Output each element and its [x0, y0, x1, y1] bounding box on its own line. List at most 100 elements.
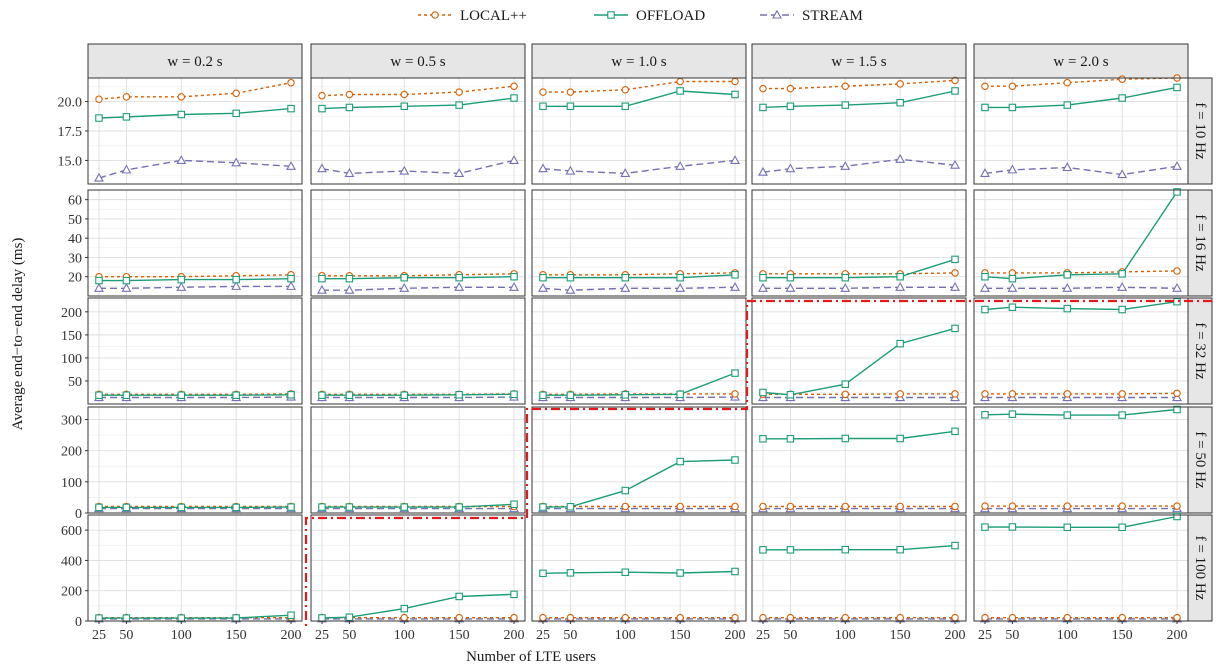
data-point-offload	[621, 391, 630, 399]
data-point-stream	[730, 281, 740, 291]
data-point-offload	[539, 391, 547, 399]
y-tick-label: 300	[61, 413, 82, 428]
data-point-local	[232, 89, 240, 98]
series-line-local	[543, 80, 735, 93]
panel-background	[532, 407, 746, 513]
data-point-stream	[1172, 282, 1182, 292]
data-point-offload	[455, 273, 463, 282]
data-point-offload	[676, 569, 684, 577]
panel-border	[973, 297, 1189, 405]
data-point-offload	[177, 275, 186, 284]
x-tick-label: 25	[978, 628, 992, 643]
data-point-offload	[177, 110, 186, 119]
data-point-offload	[951, 324, 959, 333]
data-point-offload	[1173, 512, 1181, 521]
data-point-local	[731, 613, 739, 622]
data-point-local	[1173, 389, 1181, 398]
row-strip-3: f = 32 Hz	[1187, 297, 1213, 405]
data-point-offload	[1118, 94, 1126, 102]
strip-background	[1187, 189, 1213, 297]
data-point-local	[981, 82, 989, 90]
data-point-stream	[785, 282, 796, 292]
data-point-offload	[676, 457, 684, 466]
data-point-offload	[287, 503, 295, 511]
strip-background	[87, 43, 303, 79]
series-line-stream	[98, 159, 292, 179]
data-point-offload	[566, 569, 575, 577]
panel-border	[87, 406, 303, 514]
data-point-offload	[981, 411, 989, 419]
col-strip-label: w = 0.2 s	[167, 54, 222, 70]
data-point-offload	[981, 523, 989, 531]
data-point-offload	[510, 500, 518, 509]
data-point-offload	[676, 273, 684, 282]
data-point-offload	[95, 614, 103, 622]
data-point-offload	[759, 435, 767, 443]
data-point-offload	[896, 434, 904, 443]
panel-r1-c1	[87, 77, 303, 185]
panel-background	[88, 515, 302, 621]
data-point-offload	[731, 456, 739, 464]
panel-background	[532, 515, 746, 621]
data-point-offload	[759, 546, 767, 554]
strip-background	[1187, 297, 1213, 405]
data-point-offload	[232, 503, 240, 512]
data-point-local	[1008, 613, 1017, 622]
data-point-offload	[981, 305, 989, 314]
data-point-stream	[344, 284, 355, 294]
data-point-stream	[895, 153, 906, 163]
panel-r2-c3	[531, 189, 747, 297]
data-point-local	[1118, 502, 1126, 510]
data-point-offload	[1008, 523, 1017, 531]
row-strip-label: f = 100 Hz	[1192, 536, 1208, 601]
data-point-stream	[1172, 161, 1182, 170]
data-point-local	[455, 613, 463, 622]
panel-r1-c4	[751, 76, 967, 185]
legend-item-stream: STREAM	[760, 8, 863, 24]
y-tick-label: 0	[75, 507, 82, 522]
data-point-offload	[1173, 83, 1181, 92]
data-point-local	[896, 80, 904, 88]
data-point-stream	[121, 164, 132, 174]
y-tick-label: 200	[61, 445, 82, 460]
series-line-local	[99, 274, 292, 278]
panel-r2-c1	[87, 189, 303, 297]
x-tick-label: 100	[394, 628, 415, 643]
data-point-local	[841, 613, 850, 622]
data-point-offload	[345, 503, 354, 511]
x-tick-label: 100	[835, 628, 856, 643]
series-line-local	[985, 392, 1178, 395]
y-tick-label: 0	[75, 615, 82, 630]
data-point-stream	[121, 282, 132, 292]
data-point-stream	[94, 172, 104, 182]
x-tick-label: 200	[1167, 628, 1188, 643]
data-point-offload	[232, 109, 240, 118]
data-point-local	[759, 502, 767, 511]
series-line-local	[985, 77, 1178, 87]
data-point-offload	[318, 104, 326, 113]
legend-key-marker	[431, 11, 439, 19]
legend-label: LOCAL++	[460, 8, 527, 24]
panel-border	[531, 77, 747, 185]
panel-background	[752, 515, 966, 621]
data-point-local	[400, 90, 409, 99]
panel-background	[311, 190, 525, 296]
data-point-local	[1008, 390, 1017, 398]
data-point-local	[731, 502, 739, 511]
panel-background	[974, 407, 1188, 513]
data-point-offload	[1118, 270, 1126, 278]
data-point-local	[896, 502, 904, 511]
panel-background	[974, 190, 1188, 296]
panel-background	[311, 515, 525, 621]
series-line-local	[98, 82, 292, 100]
series-line-local	[322, 273, 515, 277]
data-point-local	[981, 502, 989, 510]
data-point-local	[318, 91, 326, 100]
data-point-offload	[232, 275, 240, 284]
x-axis-title: Number of LTE users	[466, 649, 596, 665]
panel-border	[531, 514, 747, 622]
x-tick-label: 25	[92, 628, 106, 643]
data-point-local	[455, 88, 463, 96]
data-point-offload	[1008, 303, 1017, 311]
x-tick-label: 200	[945, 628, 966, 643]
